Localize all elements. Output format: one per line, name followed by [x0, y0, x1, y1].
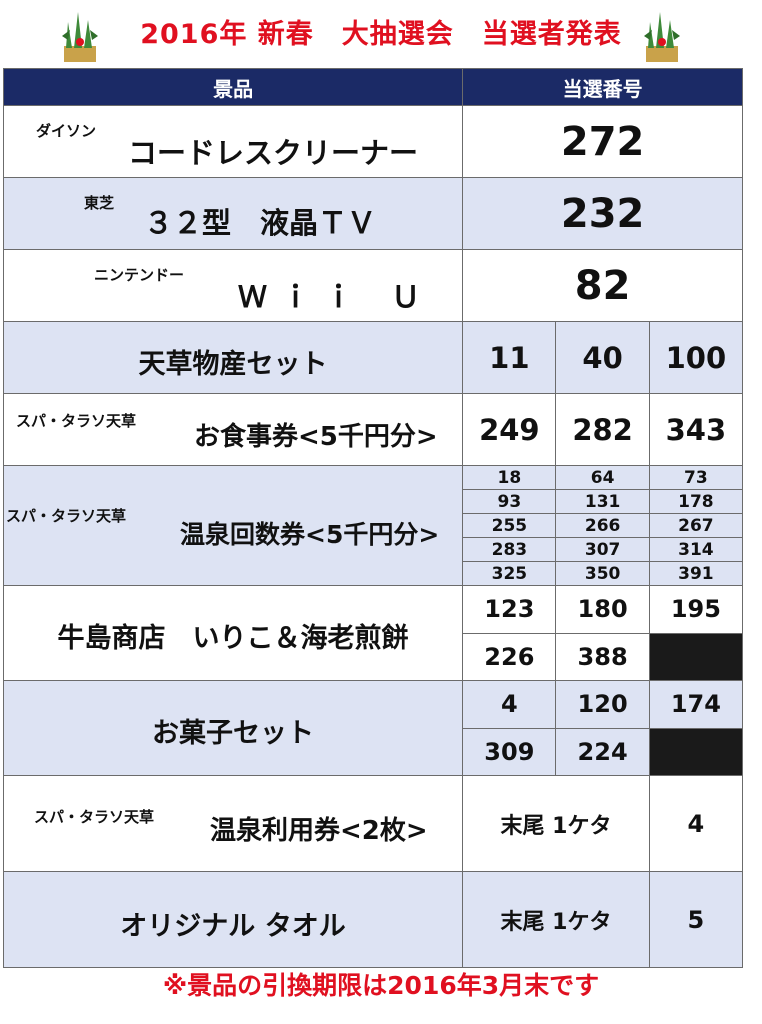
winning-number: 120 [555, 680, 650, 729]
winning-number: 266 [555, 513, 650, 538]
rule-label: 末尾 1ケタ [462, 775, 650, 872]
winning-number: 131 [555, 489, 650, 514]
prize-name: 温泉利用券<2枚> [210, 816, 428, 846]
table-row: オリジナル タオル 末尾 1ケタ 5 [2, 871, 744, 968]
maker-label: ニンテンドー [94, 266, 185, 284]
winning-number: 180 [555, 585, 650, 634]
prize-name: ３２型 液晶ＴＶ [144, 206, 377, 240]
winning-number: 123 [462, 585, 557, 634]
winning-number: 350 [555, 561, 650, 586]
winning-number: 224 [555, 727, 650, 776]
table-row: 325 350 391 [4, 561, 744, 586]
table-row: 309 224 [4, 727, 744, 776]
header-prize: 景品 [2, 68, 464, 106]
winning-number: 388 [555, 632, 650, 681]
winning-number: 249 [462, 393, 557, 466]
table-row: お菓子セット 4 120 174 [2, 680, 744, 776]
winning-number: 40 [555, 321, 650, 394]
winning-number: 100 [648, 321, 744, 394]
winning-number: 174 [648, 680, 744, 729]
winning-number: 18 [462, 465, 557, 490]
winning-number: 283 [462, 537, 557, 562]
winning-digit: 5 [648, 871, 744, 968]
winning-digit: 4 [648, 775, 744, 872]
maker-label: スパ・タラソ天草 [16, 412, 137, 430]
prize-name: 温泉回数券<5千円分> [180, 519, 440, 549]
prize-name: Ｗｉｉ Ｕ [238, 280, 435, 314]
table-row: スパ・タラソ天草 温泉利用券<2枚> 末尾 1ケタ 4 [2, 775, 744, 872]
winning-number: 255 [462, 513, 557, 538]
maker-label: スパ・タラソ天草 [6, 506, 127, 525]
title-row: 2016年 新春 大抽選会 当選者発表 [0, 0, 762, 68]
winning-number: 11 [462, 321, 557, 394]
winning-number: 64 [555, 465, 650, 490]
header-number: 当選番号 [462, 68, 743, 106]
winning-number: 93 [462, 489, 557, 514]
winning-number: 73 [648, 465, 744, 490]
maker-label: 東芝 [84, 194, 115, 212]
winning-number: 226 [462, 632, 557, 681]
maker-label: ダイソン [36, 122, 97, 140]
table-row: 牛島商店 いりこ＆海老煎餅 123 180 195 [2, 585, 744, 681]
prize-name: オリジナル タオル [120, 911, 346, 942]
prize-name: 天草物産セット [138, 349, 328, 380]
winning-number: 391 [648, 561, 744, 586]
table-row: スパ・タラソ天草 温泉回数券<5千円分> 18 64 73 [2, 465, 744, 586]
kadomatsu-icon [644, 12, 680, 62]
results-table: 景品 当選番号 ダイソン コードレスクリーナー 272 東芝 ３２型 液晶ＴＶ … [2, 68, 744, 968]
winning-number: 325 [462, 561, 557, 586]
prize-name: 牛島商店 いりこ＆海老煎餅 [57, 623, 409, 654]
winning-number: 343 [648, 393, 744, 466]
redemption-note: ※景品の引換期限は2016年3月末です [162, 971, 600, 1000]
table-row: 天草物産セット 11 40 100 [2, 321, 744, 394]
prize-name: コードレスクリーナー [128, 136, 419, 170]
winning-number: 82 [462, 249, 743, 322]
table-row: 93 131 178 [4, 489, 744, 514]
winning-number: 267 [648, 513, 744, 538]
winning-number: 178 [648, 489, 744, 514]
prize-name: お菓子セット [152, 718, 314, 749]
winning-number: 195 [648, 585, 744, 634]
table-row: 226 388 [4, 632, 744, 681]
winning-number: 232 [462, 177, 743, 250]
table-row: スパ・タラソ天草 お食事券<5千円分> 249 282 343 [2, 393, 744, 466]
table-row: 283 307 314 [4, 537, 744, 562]
table-row: ニンテンドー Ｗｉｉ Ｕ 82 [2, 249, 743, 322]
winning-number: 282 [555, 393, 650, 466]
prize-name: お食事券<5千円分> [194, 422, 438, 452]
table-row: 東芝 ３２型 液晶ＴＶ 232 [2, 177, 743, 250]
winning-number: 314 [648, 537, 744, 562]
blank-cell [648, 632, 744, 681]
winning-number: 307 [555, 537, 650, 562]
winning-number: 4 [462, 680, 557, 729]
blank-cell [648, 727, 744, 776]
rule-label: 末尾 1ケタ [462, 871, 650, 968]
table-row: ダイソン コードレスクリーナー 272 [2, 105, 743, 178]
winning-number: 272 [462, 105, 743, 178]
maker-label: スパ・タラソ天草 [34, 808, 155, 826]
kadomatsu-icon [62, 12, 98, 62]
winning-number: 309 [462, 727, 557, 776]
page-title: 2016年 新春 大抽選会 当選者発表 [140, 19, 622, 50]
